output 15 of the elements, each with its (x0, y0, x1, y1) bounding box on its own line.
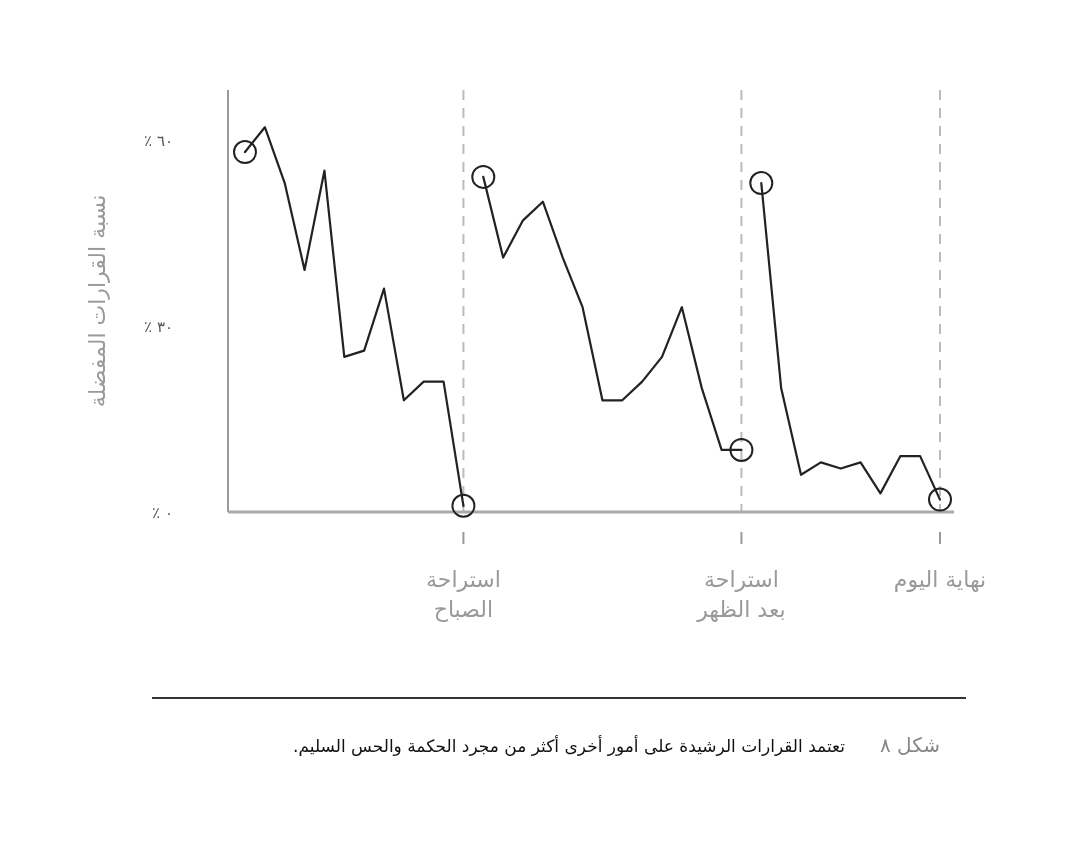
y-axis-title: نسبة القرارات المفضلة (85, 194, 110, 408)
point (233, 140, 257, 165)
point (729, 437, 754, 462)
y-tick-label: ٪ ٠ (152, 504, 173, 522)
y-tick-label: ٪ ٣٠ (144, 317, 173, 336)
x-tick-label: استراحة الصباح (426, 567, 501, 622)
point (749, 171, 774, 196)
text: تعتمد القرارات الرشيدة على أمور أخرى أكثر من مجرد الحكمة والحس السليم. (293, 735, 846, 757)
point (928, 487, 952, 512)
text: شكل ٨ (879, 733, 940, 757)
point (451, 493, 476, 518)
x-tick-label: نهاية اليوم (893, 567, 987, 592)
x-tick-label: استراحة بعد الظهر (696, 567, 786, 622)
y-tick-label: ٪ ٦٠ (144, 131, 173, 150)
point (471, 164, 496, 189)
